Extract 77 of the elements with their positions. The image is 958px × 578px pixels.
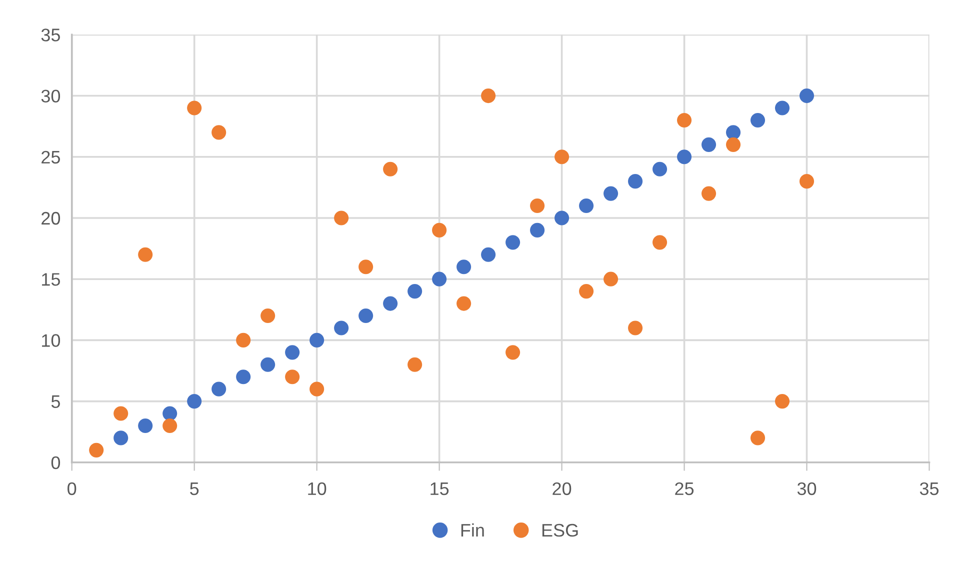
point [138, 247, 153, 262]
point [774, 394, 790, 409]
point [358, 260, 374, 274]
point [212, 382, 226, 396]
point [506, 235, 520, 250]
point [285, 345, 300, 360]
point [481, 88, 496, 104]
legend-label: ESG [542, 524, 578, 537]
point [187, 394, 202, 409]
point [236, 332, 251, 348]
point [89, 442, 104, 458]
point [334, 210, 349, 226]
point [334, 320, 349, 336]
point [260, 357, 276, 372]
point [579, 198, 594, 214]
x-tick-label: 20 [552, 482, 572, 496]
point [481, 247, 496, 262]
point [456, 260, 472, 274]
x-tick-label: 10 [308, 482, 326, 496]
point [260, 308, 276, 324]
point [677, 112, 692, 128]
x-tick-label: 30 [797, 482, 816, 496]
point [554, 210, 570, 226]
point [138, 418, 153, 434]
x-tick-label: 35 [920, 482, 939, 496]
point [652, 235, 668, 250]
point [408, 357, 422, 372]
point [432, 222, 447, 238]
y-tick-label: 25 [42, 150, 60, 164]
point [310, 332, 324, 348]
y-tick-label: 15 [42, 273, 60, 286]
point [702, 186, 716, 201]
y-tick-label: 0 [51, 456, 60, 470]
point [187, 100, 202, 116]
point [652, 162, 668, 176]
point [726, 125, 741, 140]
x-tick-label: 25 [675, 482, 694, 496]
point [628, 174, 643, 189]
point [579, 284, 594, 299]
point [162, 406, 178, 421]
point [702, 137, 716, 152]
point [750, 112, 766, 128]
point [726, 137, 741, 152]
point [162, 418, 178, 434]
point [358, 308, 374, 324]
point [285, 370, 300, 384]
point [456, 296, 472, 311]
point [750, 430, 766, 446]
point [432, 272, 447, 286]
point [530, 222, 545, 238]
point [212, 125, 226, 140]
point [554, 150, 570, 164]
x-tick-label: 5 [190, 482, 199, 496]
point [383, 162, 398, 176]
point [114, 406, 128, 421]
point [506, 345, 520, 360]
point [383, 296, 398, 311]
point [114, 430, 128, 446]
x-tick-label: 0 [68, 482, 76, 496]
y-tick-label: 5 [51, 395, 60, 408]
point [236, 370, 251, 384]
legend-label: Fin [461, 523, 484, 536]
point [530, 198, 545, 214]
y-tick-label: 10 [42, 334, 60, 347]
point [799, 174, 814, 189]
point [604, 186, 618, 201]
x-tick-label: 15 [430, 482, 449, 496]
y-tick-label: 20 [42, 212, 60, 225]
point [310, 382, 324, 396]
point [628, 320, 643, 336]
point [799, 88, 814, 104]
point [774, 100, 790, 116]
point [677, 150, 692, 164]
point [604, 272, 618, 286]
y-tick-label: 35 [41, 28, 60, 42]
y-tick-label: 30 [41, 90, 60, 103]
point [408, 284, 422, 299]
